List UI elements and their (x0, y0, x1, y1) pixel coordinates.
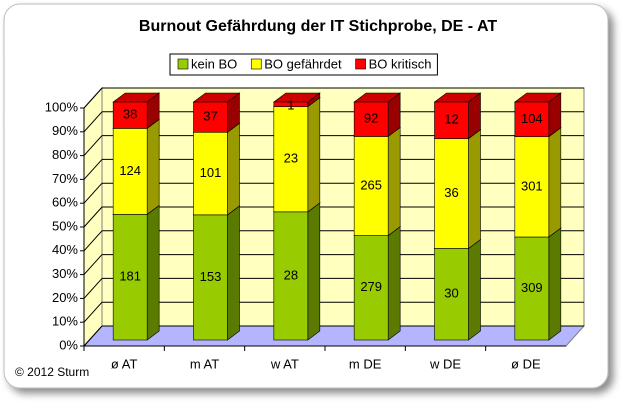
grid-line (83, 111, 103, 133)
bar (112, 214, 148, 341)
bar (193, 214, 228, 341)
grid-line (83, 135, 103, 156)
data-label: 28 (284, 267, 298, 282)
bar-side (468, 238, 481, 341)
bar (273, 211, 309, 341)
bar (112, 101, 148, 129)
legend-swatch (250, 58, 262, 70)
data-label: 38 (123, 107, 137, 122)
bar (434, 101, 469, 139)
legend-box (169, 53, 438, 76)
grid-line (83, 254, 103, 275)
bar (193, 101, 228, 133)
data-label: 265 (360, 177, 382, 192)
y-tick-label: 30% (52, 266, 78, 281)
legend-swatch (355, 58, 366, 70)
footnote: © 2012 Sturm (15, 365, 89, 379)
y-tick-label: 80% (52, 147, 78, 162)
y-tick-label: 40% (52, 242, 78, 257)
grid-line (83, 87, 103, 109)
bar-side (548, 127, 562, 238)
grid-line (83, 206, 103, 228)
bar (112, 128, 148, 215)
x-tick-label: ø AT (111, 356, 138, 371)
bar (434, 138, 469, 249)
grid-line (83, 230, 103, 252)
data-label: 153 (200, 269, 222, 284)
bar-side (548, 227, 562, 341)
x-tick-label: m AT (190, 356, 219, 371)
bar (193, 131, 228, 216)
bar (514, 136, 550, 238)
x-tick-label: ø DE (511, 356, 541, 371)
y-tick-label: 100% (45, 99, 79, 114)
data-label: 301 (521, 178, 543, 193)
bar-side (227, 205, 240, 341)
data-label: 124 (119, 163, 141, 178)
legend-label: BO gefährdet (264, 56, 342, 71)
y-tick-label: 10% (52, 314, 78, 329)
grid-line (83, 159, 103, 180)
x-tick-label: w DE (429, 356, 461, 371)
data-label: 12 (444, 112, 458, 127)
y-tick-label: 20% (52, 290, 78, 305)
grid-line (83, 301, 103, 323)
y-tick-label: 50% (52, 218, 78, 233)
data-label: 30 (444, 286, 458, 301)
data-label: 104 (521, 111, 543, 126)
y-tick-label: 90% (52, 123, 78, 138)
chart-title: Burnout Gefährdung der IT Stichprobe, DE… (139, 18, 497, 35)
bar-side (387, 126, 401, 237)
bar (353, 136, 389, 236)
data-label: 279 (360, 279, 382, 294)
bar (434, 248, 469, 341)
bar (273, 101, 309, 107)
grid-line (83, 182, 103, 204)
legend-swatch (177, 58, 189, 70)
data-label: 181 (119, 269, 141, 284)
bar (273, 106, 309, 213)
bar-side (227, 122, 240, 216)
y-tick-label: 0% (59, 337, 78, 352)
bar-side (468, 129, 481, 250)
bar-side (146, 118, 160, 216)
bar-side (307, 202, 321, 341)
grid-line (83, 278, 103, 299)
bar-side (307, 96, 321, 213)
data-label: 23 (284, 151, 298, 166)
bar (514, 236, 550, 341)
legend-label: BO kritisch (369, 56, 432, 71)
grid-line (83, 325, 103, 347)
bar-side (387, 225, 401, 341)
data-label: 37 (203, 109, 217, 124)
bar (514, 101, 550, 137)
x-tick-label: m DE (349, 356, 382, 371)
data-label: 92 (364, 111, 378, 126)
data-label: 1 (287, 97, 294, 112)
data-label: 101 (200, 165, 222, 180)
bar (353, 235, 389, 341)
bar-side (146, 204, 160, 341)
y-tick-label: 70% (52, 171, 78, 186)
legend-label: kein BO (191, 56, 237, 71)
y-tick-label: 60% (52, 195, 78, 210)
bar (353, 101, 389, 137)
data-label: 36 (444, 185, 458, 200)
x-tick-label: w AT (270, 356, 299, 371)
data-label: 309 (521, 280, 543, 295)
